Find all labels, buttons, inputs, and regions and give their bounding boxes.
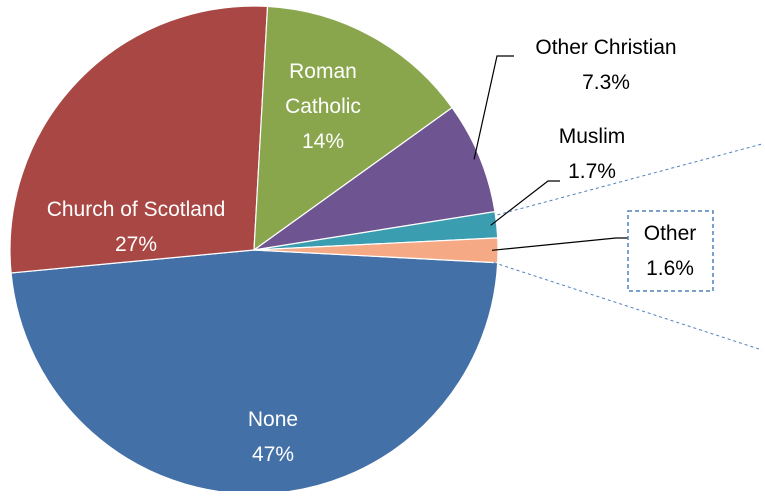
- pie-slice-roman-catholic: [253, 5, 453, 252]
- other-label-highlight-box: [627, 210, 714, 292]
- slice-label-church-of-scotland: Church of Scotland: [47, 198, 226, 221]
- leader-lines: [473, 55, 763, 351]
- slice-labels: None 47% Church of Scotland 27% Roman Catholi…: [47, 36, 697, 466]
- slice-value-church-of-scotland: 27%: [115, 233, 157, 256]
- slice-label-roman-catholic-line-2: Catholic: [285, 95, 361, 118]
- slice-label-muslim: Muslim: [559, 125, 626, 148]
- leader-line-other: [491, 237, 628, 251]
- callout-guide-lower: [493, 262, 763, 351]
- slice-label-other: Other: [644, 222, 697, 245]
- leader-line-other-christian: [473, 55, 514, 160]
- pie-slice-other: [253, 237, 499, 264]
- slice-value-muslim: 1.7%: [568, 160, 616, 183]
- slice-label-none: None: [248, 408, 298, 431]
- pie-slices: [9, 5, 499, 495]
- slice-label-roman-catholic-line-1: Roman: [289, 60, 357, 83]
- pie-slice-church-of-scotland: [9, 5, 269, 274]
- slice-value-roman-catholic: 14%: [302, 130, 344, 153]
- slice-value-none: 47%: [252, 443, 294, 466]
- slice-label-other-christian: Other Christian: [535, 36, 676, 59]
- callout-guide-upper: [491, 143, 763, 217]
- slice-value-other: 1.6%: [646, 257, 694, 280]
- leader-line-muslim: [490, 180, 560, 226]
- pie-slice-other-christian: [253, 106, 496, 251]
- slice-value-other-christian: 7.3%: [582, 71, 630, 94]
